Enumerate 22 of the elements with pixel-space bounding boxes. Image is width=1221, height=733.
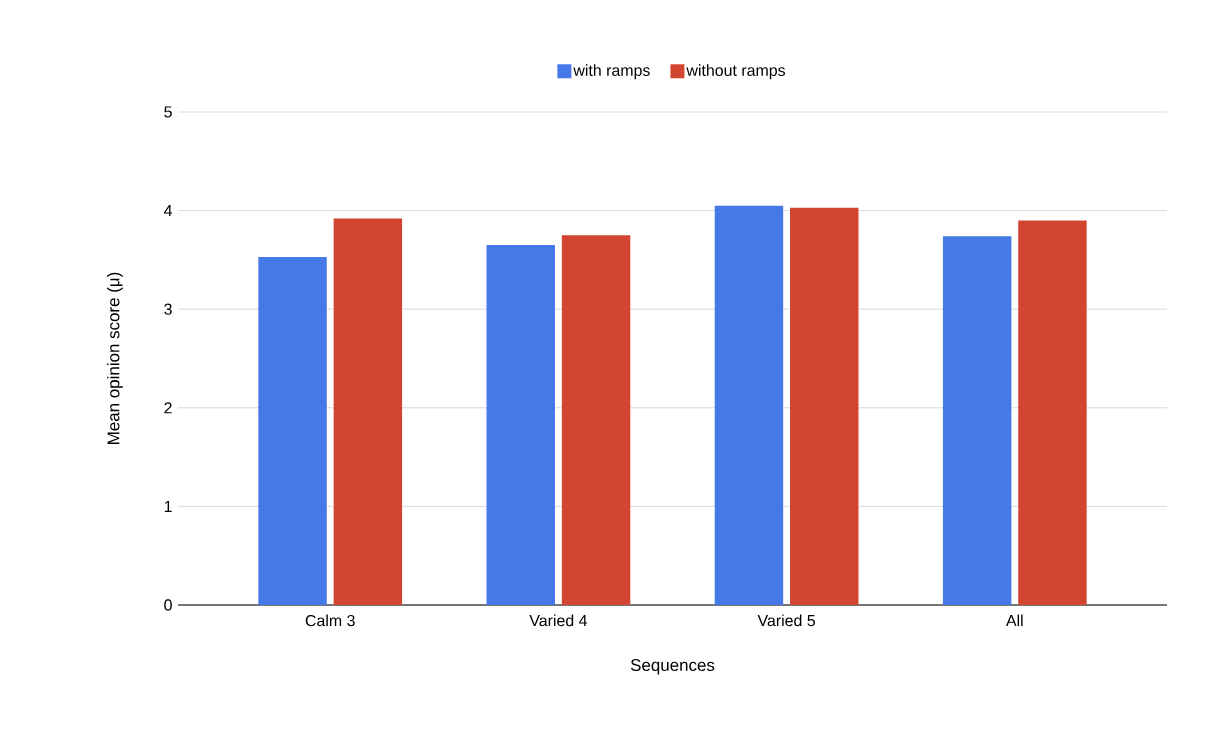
x-axis-title: Sequences <box>630 659 715 675</box>
bar <box>561 235 631 605</box>
y-tick-label: 5 <box>164 106 172 118</box>
bar <box>258 256 327 605</box>
x-tick-label: Varied 4 <box>529 614 588 627</box>
bar <box>790 207 859 605</box>
y-tick-label: 3 <box>164 303 172 315</box>
bar <box>333 218 403 605</box>
y-tick-label: 2 <box>164 402 172 414</box>
bar <box>942 236 1012 605</box>
x-tick-label: Calm 3 <box>305 614 355 627</box>
y-axis-title: Mean opinion score (μ) <box>107 272 123 444</box>
y-tick-label: 1 <box>164 500 172 512</box>
legend-label: without ramps <box>686 64 786 80</box>
legend-label: with ramps <box>573 64 650 80</box>
x-tick-label: Varied 5 <box>757 614 815 627</box>
y-tick-label: 0 <box>164 599 172 611</box>
bar <box>714 205 784 605</box>
x-tick-label: All <box>1005 614 1023 627</box>
bar <box>486 245 555 605</box>
bar <box>1018 220 1087 605</box>
y-tick-label: 4 <box>163 205 173 217</box>
